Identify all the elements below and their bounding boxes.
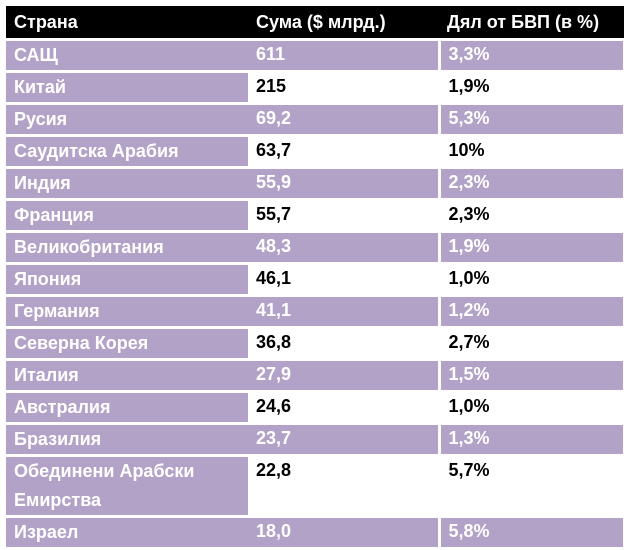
spending-table: Страна Сума ($ млрд.) Дял от БВП (в %) С… [6,6,626,550]
header-row: Страна Сума ($ млрд.) Дял от БВП (в %) [6,6,624,41]
amount-cell: 611 [248,39,441,73]
country-cell: Северна Корея [6,327,248,361]
table-row: Индия 55,9 2,3% [6,167,626,201]
table-row: Северна Корея 36,8 2,7% [6,327,626,361]
amount-cell: 41,1 [248,295,441,329]
gdp-share-cell: 3,3% [439,39,626,73]
table-row: Великобритания 48,3 1,9% [6,231,626,265]
gdp-share-cell: 1,0% [439,391,626,425]
table-row: Италия 27,9 1,5% [6,359,626,393]
country-cell: Обединени Арабски Емирства [6,455,248,518]
gdp-share-cell: 1,2% [439,295,626,329]
amount-cell: 215 [248,71,441,105]
country-cell: Япония [6,263,248,297]
country-cell: Индия [6,167,248,201]
amount-cell: 24,6 [248,391,441,425]
country-cell: Русия [6,103,248,137]
table-header: Страна Сума ($ млрд.) Дял от БВП (в %) [6,6,624,41]
amount-cell: 48,3 [248,231,441,265]
country-cell: САЩ [6,39,248,73]
gdp-share-cell: 10% [439,135,626,169]
table-row: САЩ 611 3,3% [6,39,626,73]
country-cell: Италия [6,359,248,393]
country-cell: Китай [6,71,248,105]
table-row: Франция 55,7 2,3% [6,199,626,233]
country-cell: Саудитска Арабия [6,135,248,169]
amount-cell: 23,7 [248,423,441,457]
gdp-share-cell: 5,3% [439,103,626,137]
amount-cell: 69,2 [248,103,441,137]
country-cell: Франция [6,199,248,233]
amount-cell: 46,1 [248,263,441,297]
header-amount: Сума ($ млрд.) [248,6,439,41]
country-cell: Великобритания [6,231,248,265]
table-row: Бразилия 23,7 1,3% [6,423,626,457]
country-cell: Израел [6,516,248,550]
country-cell: Бразилия [6,423,248,457]
amount-cell: 55,7 [248,199,441,233]
amount-cell: 18,0 [248,516,441,550]
amount-cell: 55,9 [248,167,441,201]
table-row: Обединени Арабски Емирства 22,8 5,7% [6,455,626,518]
amount-cell: 27,9 [248,359,441,393]
header-gdp-share: Дял от БВП (в %) [439,6,624,41]
gdp-share-cell: 1,9% [439,231,626,265]
table-row: Германия 41,1 1,2% [6,295,626,329]
amount-cell: 22,8 [248,455,441,518]
header-country: Страна [6,6,248,41]
gdp-share-cell: 1,5% [439,359,626,393]
table-row: Япония 46,1 1,0% [6,263,626,297]
amount-cell: 36,8 [248,327,441,361]
gdp-share-cell: 2,7% [439,327,626,361]
gdp-share-cell: 1,0% [439,263,626,297]
table-row: Израел 18,0 5,8% [6,516,626,550]
gdp-share-cell: 1,3% [439,423,626,457]
country-cell: Австралия [6,391,248,425]
table-row: Австралия 24,6 1,0% [6,391,626,425]
gdp-share-cell: 2,3% [439,199,626,233]
table-row: Китай 215 1,9% [6,71,626,105]
gdp-share-cell: 2,3% [439,167,626,201]
amount-cell: 63,7 [248,135,441,169]
table-row: Русия 69,2 5,3% [6,103,626,137]
gdp-share-cell: 1,9% [439,71,626,105]
gdp-share-cell: 5,8% [439,516,626,550]
table-body: САЩ 611 3,3% Китай 215 1,9% Русия 69,2 5,3% Сауди… [6,39,626,550]
country-cell: Германия [6,295,248,329]
table-row: Саудитска Арабия 63,7 10% [6,135,626,169]
gdp-share-cell: 5,7% [439,455,626,518]
